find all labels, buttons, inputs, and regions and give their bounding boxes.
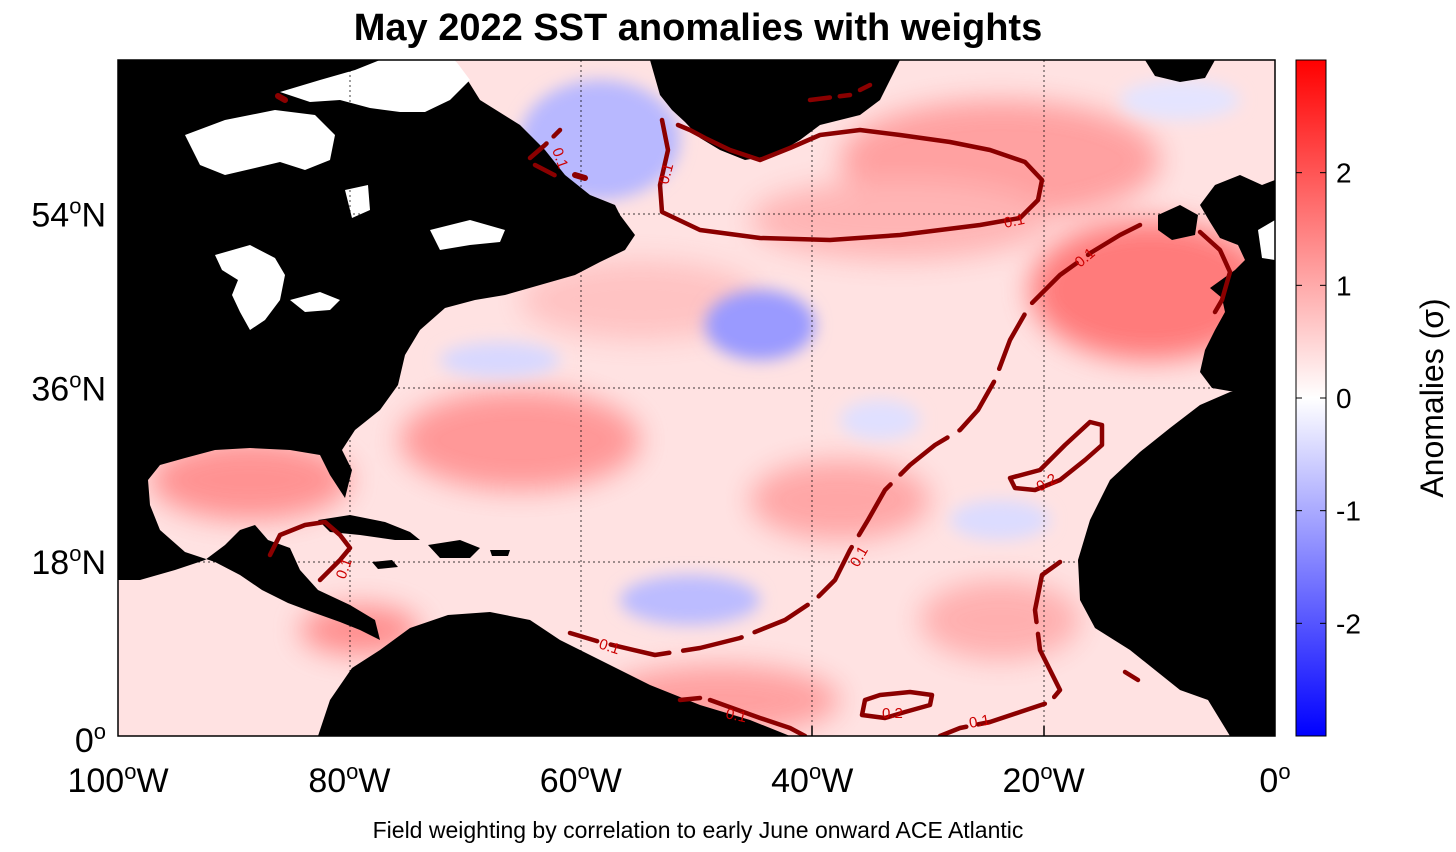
contour-label: 0.1	[597, 636, 622, 659]
land-south-america	[318, 612, 790, 736]
axis-ticks	[118, 213, 1045, 736]
james-bay	[345, 185, 370, 218]
contour-02-equatorial	[859, 689, 935, 721]
contour-label: 0.1	[333, 556, 356, 581]
land-masses	[118, 60, 1275, 736]
colorbar-tick-label: 1	[1336, 270, 1352, 301]
land-hispaniola	[428, 540, 480, 558]
lon-tick-label: 20oW	[1003, 759, 1085, 800]
land-europe	[1200, 175, 1275, 395]
land-puerto-rico	[490, 550, 510, 556]
lon-tick-label: 80oW	[308, 759, 390, 800]
lat-tick-label: 18oN	[31, 541, 106, 582]
baltic-north-sea	[1258, 220, 1275, 260]
lat-tick-label: 36oN	[31, 367, 106, 408]
colorbar-tick-label: -1	[1336, 496, 1361, 527]
colorbar-tick-label: 0	[1336, 383, 1352, 414]
lon-tick-label: 40oW	[771, 759, 853, 800]
contour-label: 0.1	[724, 705, 748, 726]
inland-water	[185, 60, 1275, 330]
contour-label: 0.2	[882, 705, 903, 722]
lon-tick-label: 60oW	[540, 759, 622, 800]
land-north-america	[118, 60, 635, 640]
contour-01-labrador	[527, 127, 563, 181]
contour-label: 0.1	[1002, 211, 1026, 232]
contour-01-mid-basin	[567, 222, 1143, 658]
longitude-axis-labels: 100oW 80oW 60oW 40oW 20oW 0o	[67, 759, 1290, 800]
great-lakes	[215, 245, 285, 330]
map-frame	[117, 59, 1276, 737]
latitude-axis-labels: 0o 18oN 36oN 54oN	[31, 194, 106, 760]
land-greenland	[650, 60, 900, 160]
colorbar-tick-label: -2	[1336, 608, 1361, 639]
hudson-bay	[185, 110, 335, 175]
lat-tick-label: 54oN	[31, 194, 106, 235]
contour-01-amazon	[677, 695, 808, 736]
lon-tick-label: 0o	[1259, 759, 1290, 800]
colorbar-label: Anomalies (σ)	[1414, 298, 1450, 497]
lon-tick-label: 100oW	[67, 759, 168, 800]
contour-01-north	[807, 82, 873, 103]
contour-01-caribbean	[267, 519, 353, 583]
lake-erie-ontario	[290, 292, 340, 312]
weight-contours	[267, 82, 1233, 736]
land-iceland	[1145, 60, 1215, 82]
colorbar: -2 -1 0 1 2 Anomalies (σ)	[1295, 59, 1450, 737]
contour-01-greenland-loop	[657, 117, 1045, 243]
lat-tick-label: 0o	[75, 719, 106, 760]
chart-title: May 2022 SST anomalies with weights	[353, 7, 1043, 49]
chart-subtitle: Field weighting by correlation to early …	[372, 817, 1024, 843]
contour-label: 0.1	[548, 146, 571, 171]
contour-02-canary	[1007, 419, 1105, 493]
contour-01-west-africa	[937, 559, 1063, 736]
st-lawrence	[430, 220, 505, 250]
contour-01-east-atlantic	[1122, 669, 1141, 683]
land-cuba	[318, 515, 420, 540]
contour-01-iberia	[1197, 229, 1233, 315]
contour-label: 0.1	[968, 712, 991, 732]
colorbar-ticks: -2 -1 0 1 2	[1296, 158, 1361, 639]
contour-01-gulf-stream	[275, 93, 588, 181]
hudson-strait	[280, 60, 470, 112]
land-africa	[1078, 385, 1275, 736]
colorbar-tick-label: 2	[1336, 158, 1352, 189]
contour-label: 0.1	[655, 161, 677, 186]
